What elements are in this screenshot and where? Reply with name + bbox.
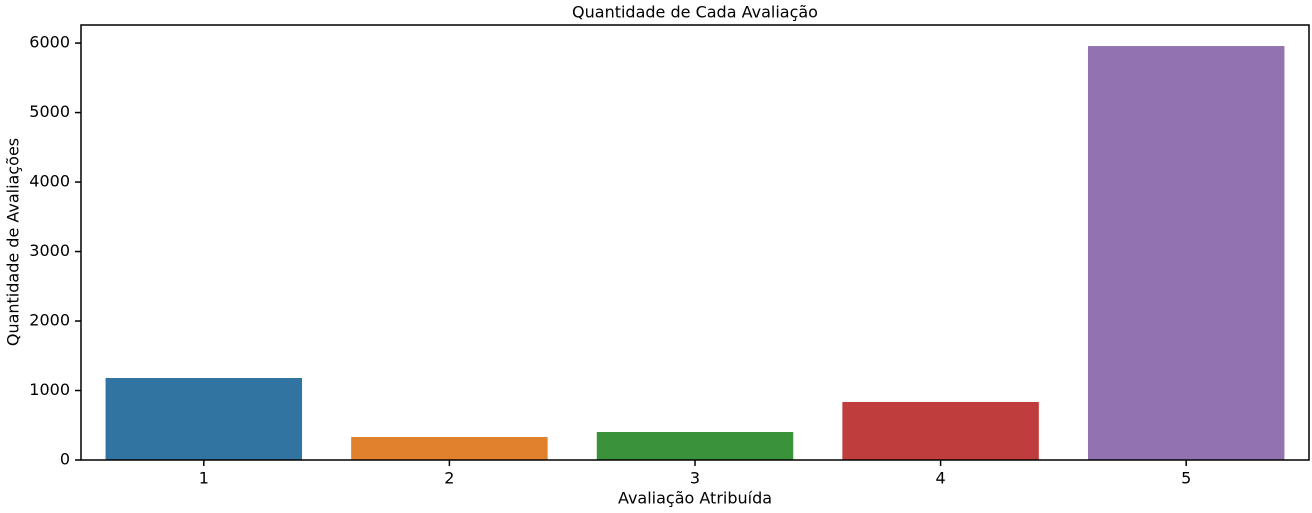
y-tick-label: 3000 — [29, 241, 70, 260]
bar — [596, 431, 794, 460]
y-tick-label: 5000 — [29, 102, 70, 121]
y-tick-label: 6000 — [29, 33, 70, 52]
y-tick-label: 2000 — [29, 311, 70, 330]
bar — [842, 401, 1039, 460]
y-tick-label: 4000 — [29, 172, 70, 191]
x-tick-label: 5 — [1181, 469, 1191, 488]
x-tick-label: 1 — [199, 469, 209, 488]
bar — [105, 378, 303, 460]
x-tick-label: 4 — [936, 469, 946, 488]
axes-frame — [80, 24, 1310, 461]
chart-title: Quantidade de Cada Avaliação — [572, 3, 818, 22]
y-axis-label: Quantidade de Avaliações — [4, 138, 23, 346]
bar — [351, 436, 548, 460]
x-axis-label: Avaliação Atribuída — [618, 489, 772, 508]
bar — [1087, 46, 1285, 460]
x-tick-label: 3 — [690, 469, 700, 488]
y-tick-label: 0 — [60, 450, 70, 469]
x-tick-label: 2 — [444, 469, 454, 488]
y-tick-label: 1000 — [29, 380, 70, 399]
